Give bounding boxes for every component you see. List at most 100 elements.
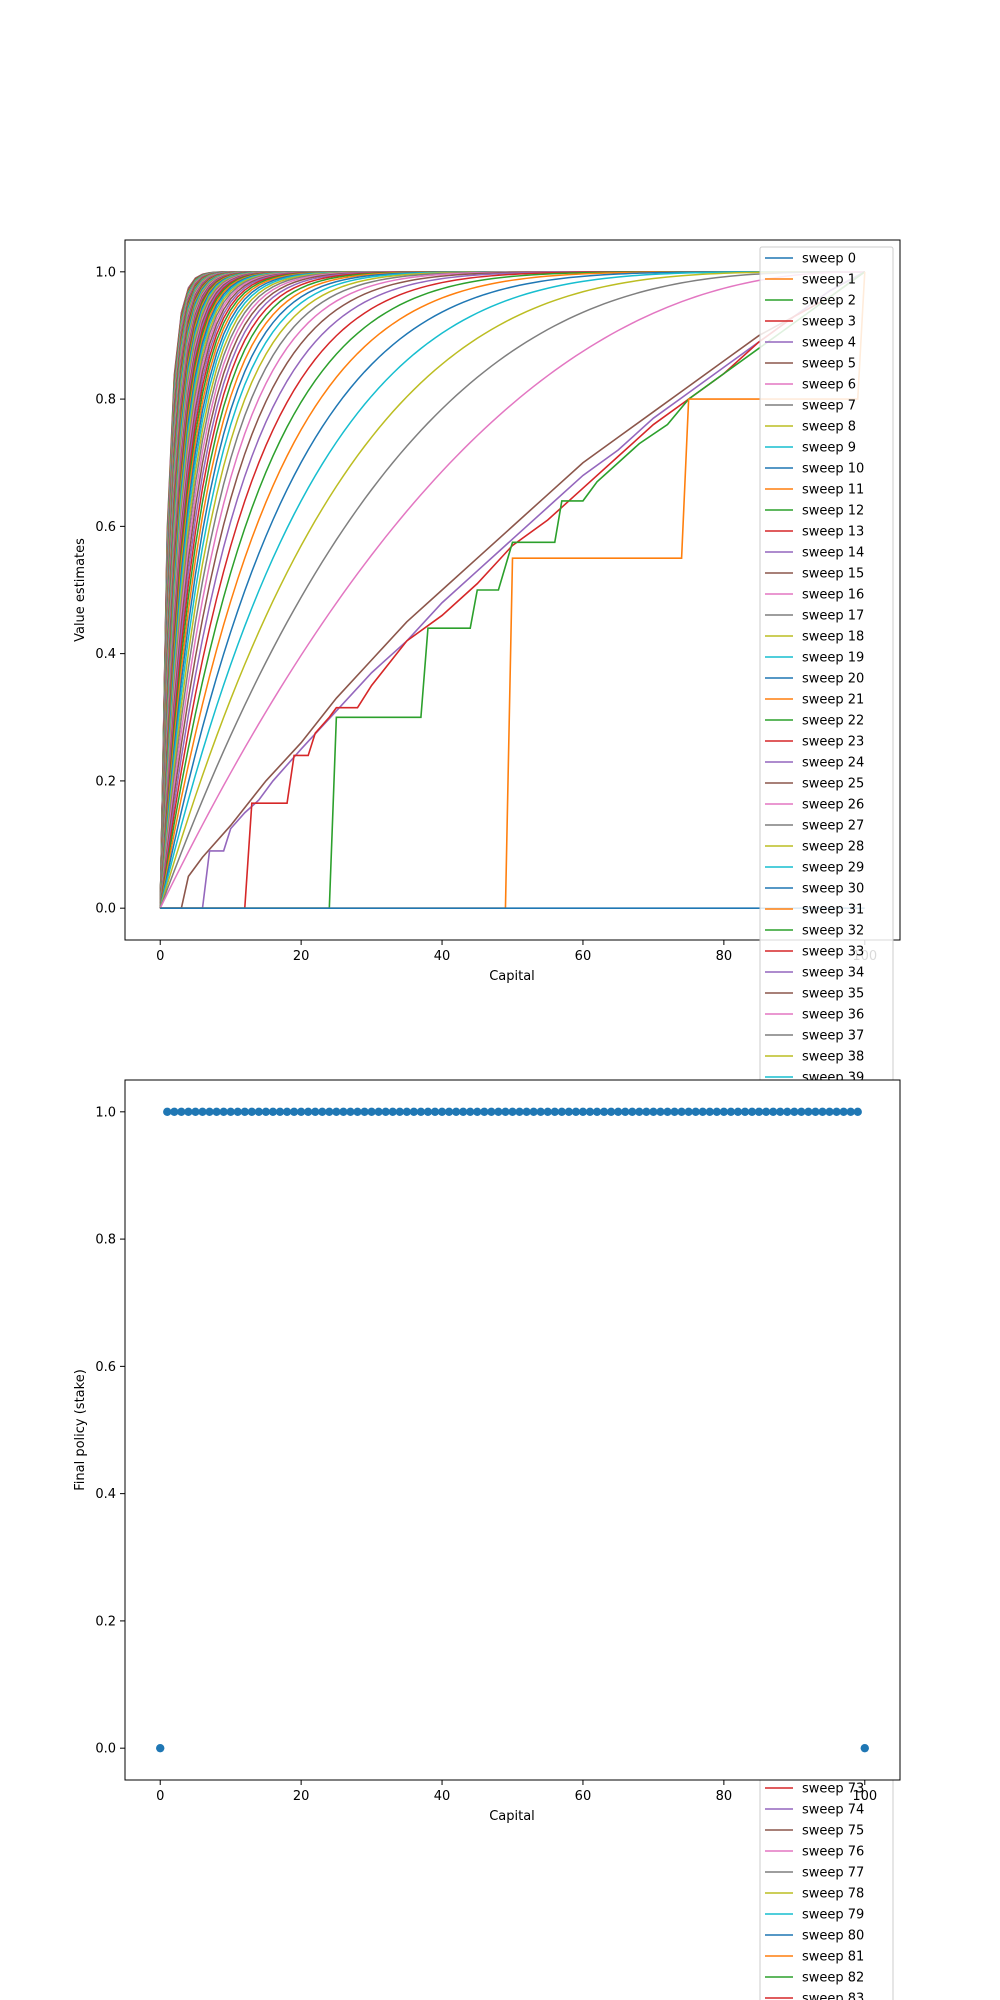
legend-label: sweep 32	[802, 924, 864, 939]
policy-point	[578, 1107, 588, 1117]
policy-point	[726, 1107, 736, 1117]
legend-label: sweep 33	[802, 945, 864, 960]
legend-label: sweep 27	[802, 819, 864, 834]
legend-label: sweep 18	[802, 630, 864, 645]
policy-point	[423, 1107, 433, 1117]
y-tick-label: 1.0	[95, 265, 116, 280]
legend-label: sweep 16	[802, 588, 864, 603]
legend-label: sweep 6	[802, 378, 856, 393]
policy-point	[466, 1107, 475, 1117]
legend-label: sweep 19	[802, 651, 864, 666]
legend-label: sweep 78	[802, 1887, 864, 1902]
y-tick-label: 0.4	[95, 647, 116, 662]
policy-point	[458, 1107, 468, 1117]
policy-point	[592, 1107, 602, 1117]
policy-point	[839, 1107, 848, 1117]
policy-point	[247, 1107, 257, 1117]
policy-point	[613, 1107, 623, 1117]
policy-point	[360, 1107, 369, 1117]
legend-label: sweep 13	[802, 525, 864, 540]
policy-point	[437, 1107, 447, 1117]
value-curves	[159, 271, 866, 909]
policy-point	[585, 1107, 595, 1117]
policy-point	[571, 1107, 581, 1117]
y-tick-label: 0.0	[95, 1742, 116, 1757]
legend-label: sweep 34	[802, 966, 864, 981]
policy-point	[212, 1107, 221, 1117]
policy-point	[388, 1107, 397, 1117]
policy-point	[240, 1107, 249, 1117]
legend-label: sweep 26	[802, 798, 864, 813]
y-tick-label: 0.2	[95, 1614, 116, 1629]
policy-point	[846, 1107, 855, 1117]
policy-point	[473, 1107, 482, 1117]
policy-point	[543, 1107, 552, 1117]
ticks-bottom: 0 20 40 60 80 100 0.0 0.2 0.4 0.6 0.8 1.0	[95, 1105, 877, 1804]
legend-label: sweep 23	[802, 735, 864, 750]
policy-point	[649, 1107, 658, 1117]
x-axis-label-top: Capital	[489, 969, 535, 984]
policy-point	[444, 1107, 454, 1117]
axes-overlay-fill	[758, 1081, 895, 1779]
policy-point	[494, 1107, 503, 1117]
y-axis-label-bottom: Final policy (stake)	[73, 1369, 88, 1491]
x-tick-label: 0	[156, 1789, 164, 1804]
policy-point	[677, 1107, 686, 1117]
legend-label: sweep 15	[802, 567, 864, 582]
policy-point	[621, 1107, 630, 1117]
legend-label: sweep 0	[802, 252, 856, 267]
legend-label: sweep 35	[802, 987, 864, 1002]
policy-point	[768, 1107, 778, 1117]
legend-label: sweep 74	[802, 1803, 864, 1818]
x-tick-label: 80	[716, 1789, 733, 1804]
policy-point	[205, 1107, 214, 1117]
policy-point	[395, 1107, 404, 1117]
policy-point	[635, 1107, 644, 1117]
policy-point	[261, 1107, 271, 1117]
policy-point	[797, 1107, 806, 1117]
x-tick-label: 20	[293, 949, 310, 964]
axes-frame-top	[124, 239, 901, 941]
policy-point	[289, 1107, 299, 1117]
policy-point	[332, 1107, 341, 1117]
policy-point	[191, 1107, 200, 1117]
policy-point	[712, 1107, 722, 1117]
policy-point	[811, 1107, 820, 1117]
x-tick-label: 0	[156, 949, 164, 964]
sweep-line	[160, 271, 866, 909]
y-axis-label-top: Value estimates	[73, 538, 88, 642]
y-tick-label: 0.6	[95, 520, 116, 535]
policy-point	[754, 1107, 764, 1117]
policy-point	[346, 1107, 355, 1117]
legend-label: sweep 28	[802, 840, 864, 855]
policy-point	[606, 1107, 616, 1117]
policy-point	[219, 1107, 228, 1117]
policy-point	[536, 1107, 545, 1117]
policy-point	[825, 1107, 834, 1117]
policy-point	[163, 1107, 172, 1117]
policy-point	[268, 1107, 278, 1117]
legend-label: sweep 3	[802, 315, 856, 330]
sweep-line	[159, 271, 865, 909]
legend-label: sweep 5	[802, 357, 856, 372]
legend-label: sweep 30	[802, 882, 864, 897]
policy-point	[832, 1107, 841, 1117]
policy-point	[353, 1107, 362, 1117]
policy-point	[170, 1107, 179, 1117]
policy-point	[529, 1107, 538, 1117]
legend-label: sweep 17	[802, 609, 864, 624]
y-tick-label: 0.8	[95, 1233, 116, 1248]
policy-point	[860, 1743, 869, 1753]
legend-label: sweep 83	[802, 1992, 864, 2000]
policy-point	[599, 1107, 609, 1117]
legend-label: sweep 12	[802, 504, 864, 519]
policy-point	[303, 1107, 313, 1117]
legend-label: sweep 80	[802, 1929, 864, 1944]
y-tick-label: 0.0	[95, 902, 116, 917]
policy-point	[705, 1107, 714, 1117]
legend-label: sweep 20	[802, 672, 864, 687]
legend-label: sweep 9	[802, 441, 856, 456]
legend-label: sweep 79	[802, 1908, 864, 1923]
sweep-line	[160, 271, 866, 909]
legend-label: sweep 1	[802, 273, 856, 288]
